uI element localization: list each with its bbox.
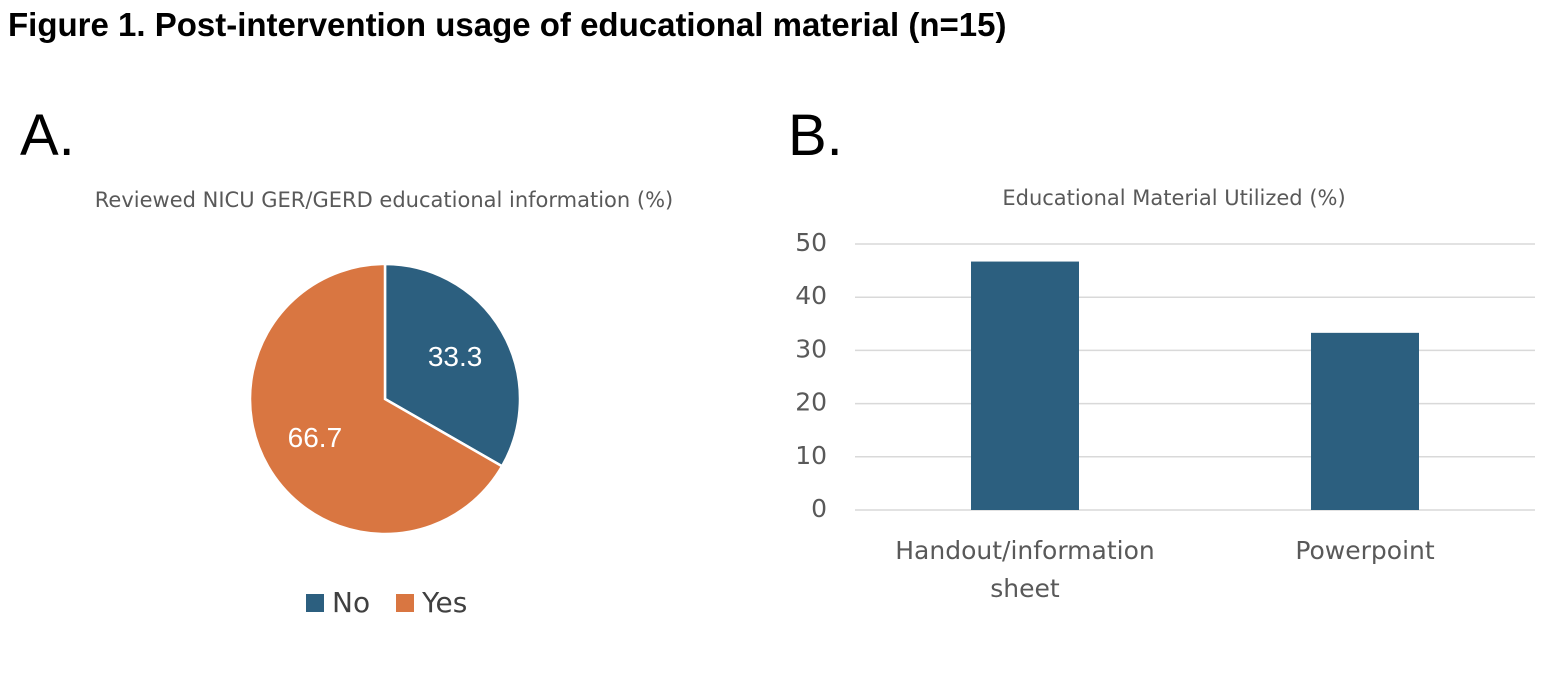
x-tick-label-1-line2: sheet bbox=[990, 574, 1060, 603]
legend-item-yes: Yes bbox=[396, 586, 467, 619]
pie-slice-yes bbox=[248, 262, 504, 536]
pie-legend: No Yes bbox=[306, 586, 493, 619]
pie-slice-no bbox=[383, 262, 522, 468]
legend-label-no: No bbox=[332, 586, 371, 619]
bar-2 bbox=[1311, 332, 1419, 510]
legend-label-yes: Yes bbox=[422, 586, 468, 619]
y-tick-label-50: 50 bbox=[795, 228, 827, 257]
x-tick-label-1: Handout/information bbox=[895, 536, 1155, 565]
y-tick-label-20: 20 bbox=[795, 388, 827, 417]
y-tick-label-0: 0 bbox=[811, 494, 827, 523]
pie-data-label-yes: 66.7 bbox=[288, 422, 343, 453]
x-tick-label-2: Powerpoint bbox=[1295, 536, 1435, 565]
bar-chart-title: Educational Material Utilized (%) bbox=[1002, 186, 1346, 210]
legend-swatch-no bbox=[306, 593, 324, 612]
pie-chart-title: Reviewed NICU GER/GERD educational infor… bbox=[94, 188, 674, 212]
panel-label-a: A. bbox=[20, 103, 75, 168]
y-tick-label-10: 10 bbox=[795, 441, 827, 470]
panel-label-b: B. bbox=[788, 103, 843, 168]
y-tick-label-30: 30 bbox=[795, 334, 827, 363]
legend-swatch-yes bbox=[396, 593, 415, 612]
pie-data-label-no: 33.3 bbox=[428, 341, 483, 372]
bar-1 bbox=[971, 261, 1079, 510]
y-tick-label-40: 40 bbox=[795, 281, 827, 310]
figure-title: Figure 1. Post-intervention usage of edu… bbox=[8, 6, 1007, 43]
legend-item-no: No bbox=[306, 586, 370, 619]
